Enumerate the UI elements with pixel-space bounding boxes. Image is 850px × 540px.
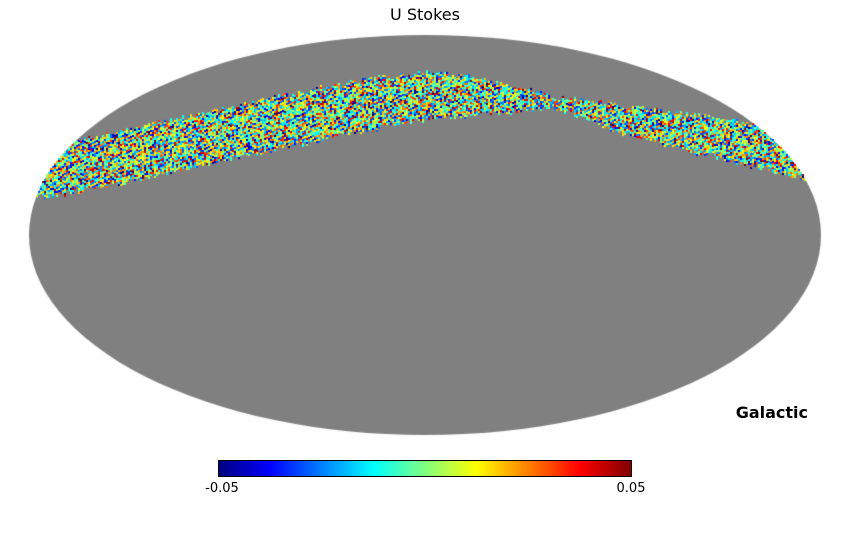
- colorbar-max-tick-label: 0.05: [616, 481, 646, 496]
- colorbar-min-tick-label: -0.05: [205, 481, 239, 496]
- colorbar-gradient: [218, 460, 632, 477]
- coordinate-frame-label: Galactic: [735, 403, 808, 422]
- chart-title: U Stokes: [390, 5, 460, 24]
